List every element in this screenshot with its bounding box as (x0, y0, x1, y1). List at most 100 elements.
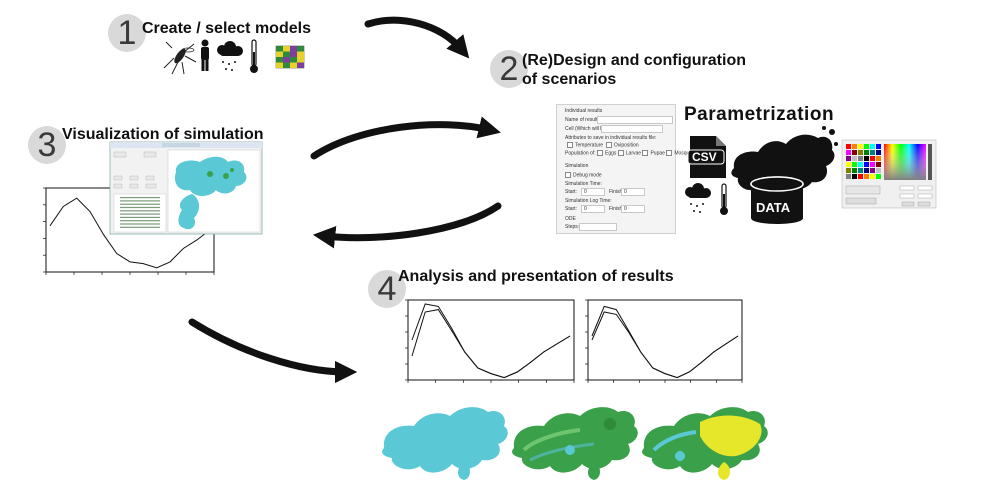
attribute-row: Temperature Oviposition (567, 142, 639, 148)
sim-time-start-value: 0 (584, 189, 587, 195)
sim-time-finish-value: 0 (624, 189, 627, 195)
mosquitoes-checkbox[interactable] (666, 150, 673, 156)
rain-cloud-icon (685, 183, 711, 213)
step-2-title-line2: of scenarios (522, 71, 617, 88)
weather-icons (685, 183, 728, 215)
color-swatch (876, 144, 881, 149)
color-swatch (858, 174, 863, 179)
list-item (120, 210, 160, 212)
population-row: Population of: Eggs Larvae Pupae Mosquit… (565, 150, 700, 156)
color-swatch (858, 156, 863, 161)
thermometer-icon (720, 183, 728, 215)
model-icons (163, 39, 305, 75)
simulation-window (109, 141, 263, 235)
color-swatch (876, 174, 881, 179)
list-item (120, 197, 160, 199)
pupae-label: Pupae (650, 150, 665, 157)
list-item (120, 220, 160, 222)
log-start-value: 0 (584, 206, 587, 212)
list-item (120, 200, 160, 202)
list-item (120, 226, 160, 228)
map-yellow (642, 407, 768, 480)
color-swatch (876, 168, 881, 173)
list-item (120, 203, 160, 205)
debug-label: Debug mode (573, 172, 602, 179)
pupae-checkbox[interactable] (642, 150, 649, 156)
eggs-checkbox[interactable] (596, 150, 603, 156)
section-individual-results: Individual results (565, 108, 603, 114)
color-swatch (876, 162, 881, 167)
color-swatch (876, 150, 881, 155)
results-line-chart-2 (585, 299, 743, 383)
section-simulation: Simulation (565, 163, 589, 169)
database-icon (750, 176, 804, 224)
step-4-title: Analysis and presentation of results (398, 268, 674, 285)
color-swatch (870, 150, 875, 155)
sim-time-start-input[interactable]: 0 (581, 188, 605, 196)
color-picker-icon (841, 139, 937, 209)
sim-time-start-label: Start: (565, 189, 577, 195)
color-swatch (870, 168, 875, 173)
step-2-number: 2 (490, 50, 528, 88)
debug-row: Debug mode (565, 172, 602, 178)
csv-label: CSV (692, 150, 717, 164)
person-icon (201, 39, 209, 71)
color-swatch (846, 162, 851, 167)
step-2-title-line1: (Re)Design and configuration (522, 52, 746, 69)
oviposition-label: Oviposition (613, 142, 639, 149)
mosquitoes-label: Mosquitoes (674, 150, 700, 157)
color-swatch (846, 174, 851, 179)
log-finish-input[interactable]: 0 (621, 205, 645, 213)
larvae-label: Larvae (625, 150, 642, 157)
results-file-input[interactable] (597, 116, 673, 124)
color-swatch (852, 168, 857, 173)
log-finish-label: Finish: (609, 206, 624, 212)
color-swatch (846, 156, 851, 161)
list-item (120, 216, 160, 218)
color-swatch (876, 156, 881, 161)
series-line-1 (591, 311, 739, 379)
sim-time-finish-input[interactable]: 0 (621, 188, 645, 196)
mosquito-icon (163, 41, 197, 75)
color-swatch (852, 156, 857, 161)
thermometer-icon (250, 39, 258, 73)
series-line-1 (411, 309, 571, 379)
color-swatch (852, 162, 857, 167)
color-swatch (864, 156, 869, 161)
debug-checkbox[interactable] (565, 172, 571, 178)
log-start-input[interactable]: 0 (581, 205, 605, 213)
ode-label: ODE (565, 216, 576, 222)
results-maps (382, 407, 768, 480)
log-start-label: Start: (565, 206, 577, 212)
step-3-number: 3 (28, 126, 66, 164)
sim-time-label: Simulation Time: (565, 181, 602, 187)
log-finish-value: 0 (624, 206, 627, 212)
arrow-step2-to-step3-lower (312, 202, 502, 249)
attributes-label: Attributes to save in individual results… (565, 135, 657, 141)
color-swatch (864, 168, 869, 173)
steps-label: Steps: (565, 224, 580, 230)
color-swatch (858, 168, 863, 173)
step-4-number: 4 (368, 270, 406, 308)
oviposition-checkbox[interactable] (605, 142, 612, 148)
list-item (120, 223, 160, 225)
color-swatch (870, 174, 875, 179)
grid-map-icon (275, 45, 305, 69)
results-line-chart-1 (405, 299, 575, 383)
larvae-checkbox[interactable] (617, 150, 624, 156)
color-swatch (864, 162, 869, 167)
color-swatch (858, 162, 863, 167)
map-cyan (382, 407, 508, 480)
color-swatch (846, 150, 851, 155)
temperature-checkbox[interactable] (567, 142, 573, 148)
steps-input[interactable] (579, 223, 617, 231)
cell-input[interactable] (601, 125, 663, 133)
color-swatch (864, 144, 869, 149)
color-swatch (870, 156, 875, 161)
list-item (120, 206, 160, 209)
color-swatch (858, 150, 863, 155)
sim-log-time-label: Simulation Log Time: (565, 198, 612, 204)
step-3-title: Visualization of simulation (62, 126, 264, 143)
results-file-label: Name of results file: (565, 117, 610, 123)
